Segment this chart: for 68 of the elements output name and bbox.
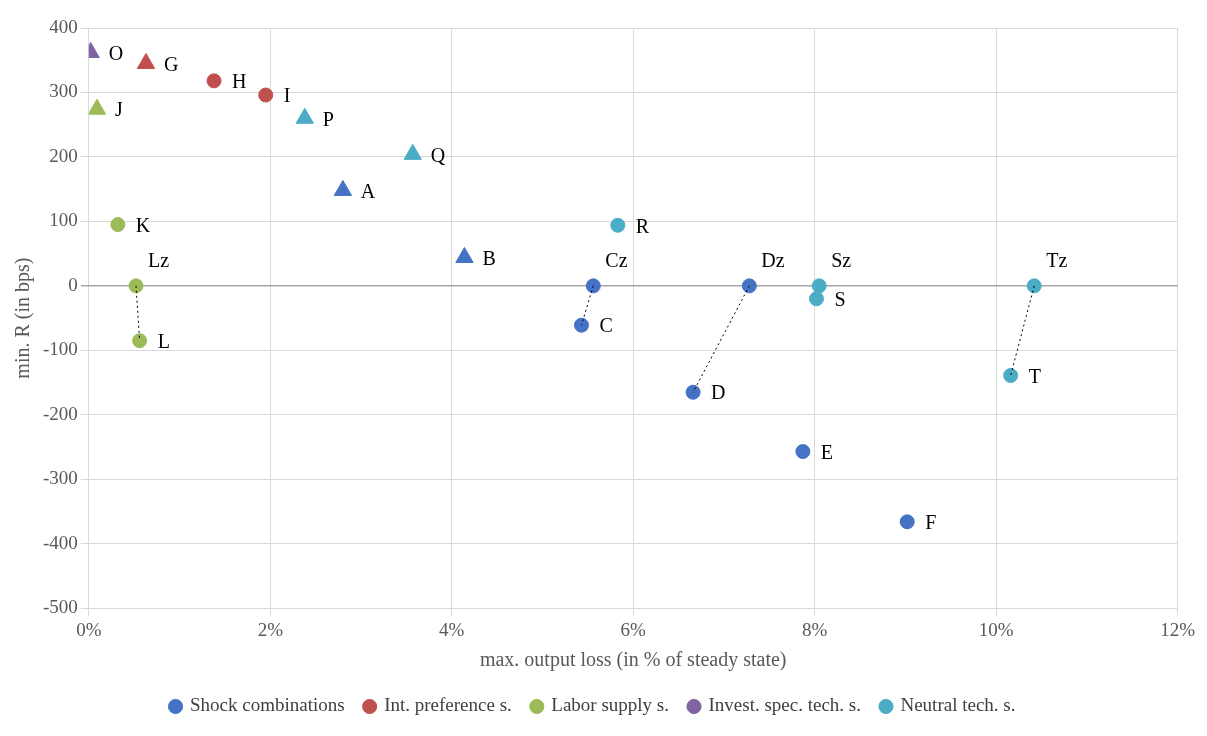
y-tick-label: 300 bbox=[49, 80, 78, 102]
point bbox=[128, 278, 144, 294]
annotation: T bbox=[1028, 364, 1041, 387]
annotation: G bbox=[163, 52, 179, 75]
annotation: Dz bbox=[761, 249, 785, 272]
x-tick-label: 6% bbox=[620, 618, 647, 640]
annotation: B bbox=[482, 246, 496, 269]
point bbox=[258, 87, 274, 103]
point bbox=[811, 278, 827, 294]
y-tick-label: 100 bbox=[49, 209, 78, 231]
y-tick-label: -300 bbox=[43, 467, 78, 489]
x-tick-label: 8% bbox=[802, 618, 828, 640]
point bbox=[110, 217, 126, 233]
annotation: O bbox=[108, 41, 124, 64]
annotation: D bbox=[711, 381, 726, 404]
legend-label: Neutral tech. s. bbox=[900, 694, 1016, 716]
annotation: Sz bbox=[831, 249, 852, 272]
point bbox=[1003, 367, 1019, 383]
point bbox=[685, 384, 701, 400]
legend-label: Shock combinations bbox=[190, 694, 345, 716]
y-axis-title: min. R (in bps) bbox=[11, 257, 35, 379]
annotation: S bbox=[834, 288, 846, 311]
annotation: A bbox=[360, 179, 376, 202]
legend-label: Labor supply s. bbox=[551, 694, 669, 716]
annotation: R bbox=[635, 214, 650, 237]
point bbox=[136, 52, 156, 69]
y-tick-label: 200 bbox=[49, 144, 78, 166]
annotation: Q bbox=[430, 143, 446, 166]
point bbox=[573, 317, 589, 333]
x-tick-label: 10% bbox=[978, 618, 1014, 640]
point bbox=[610, 217, 626, 233]
point bbox=[795, 444, 811, 460]
y-tick-label: 0 bbox=[68, 273, 78, 295]
point bbox=[403, 143, 422, 160]
annotation: P bbox=[322, 107, 334, 130]
annotation: C bbox=[599, 314, 613, 337]
point bbox=[741, 278, 757, 294]
point bbox=[132, 333, 148, 349]
annotation: K bbox=[135, 213, 151, 236]
y-tick-label: -100 bbox=[43, 338, 78, 360]
point bbox=[455, 247, 474, 263]
point bbox=[333, 179, 353, 196]
y-tick-label: 400 bbox=[49, 15, 78, 37]
y-tick-label: -500 bbox=[43, 596, 78, 618]
x-tick-label: 4% bbox=[439, 618, 465, 640]
point bbox=[295, 107, 314, 124]
x-tick-label: 12% bbox=[1160, 618, 1196, 640]
legend-label: Invest. spec. tech. s. bbox=[708, 694, 861, 716]
y-tick-label: -400 bbox=[43, 531, 78, 553]
point bbox=[88, 98, 107, 115]
point bbox=[1026, 278, 1042, 294]
x-tick-label: 0% bbox=[76, 618, 102, 640]
annotation: F bbox=[925, 511, 937, 534]
x-axis-title: max. output loss (in % of steady state) bbox=[479, 648, 787, 672]
point bbox=[899, 514, 915, 530]
y-tick-label: -200 bbox=[43, 402, 78, 424]
annotation: J bbox=[114, 98, 123, 121]
annotation: Cz bbox=[605, 249, 628, 272]
x-tick-label: 2% bbox=[257, 618, 284, 640]
annotation: E bbox=[820, 440, 834, 463]
annotation: L bbox=[157, 329, 170, 352]
annotation: Lz bbox=[148, 249, 170, 272]
point bbox=[585, 278, 601, 294]
annotation: H bbox=[232, 70, 247, 93]
annotation: Tz bbox=[1046, 249, 1068, 272]
legend-label: Int. preference s. bbox=[384, 694, 512, 716]
annotation: I bbox=[283, 84, 291, 107]
point bbox=[808, 291, 824, 307]
